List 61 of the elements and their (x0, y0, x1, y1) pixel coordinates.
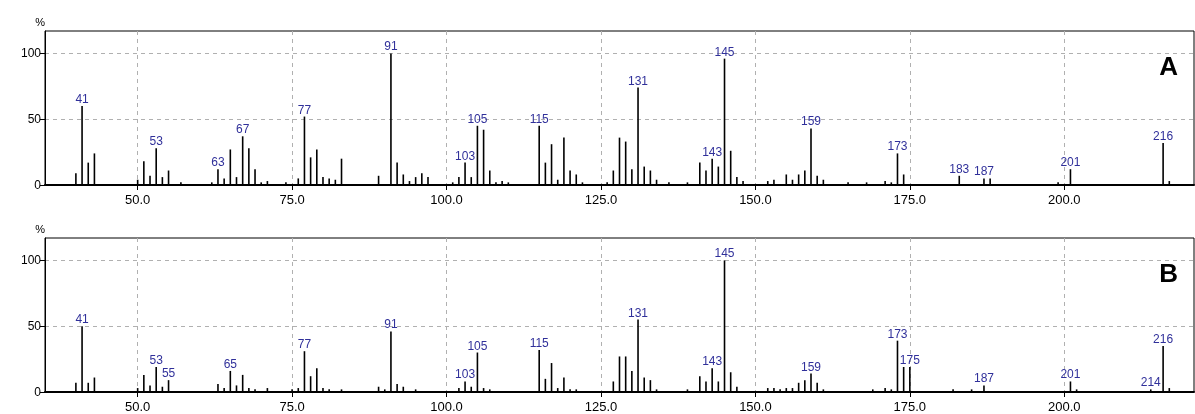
annotation: 103 (455, 367, 476, 382)
y-tick-label: 100 (20, 46, 42, 61)
annotation: 216 (1153, 128, 1174, 143)
annotation: 143 (702, 354, 723, 369)
x-tick-label: 175.0 (893, 399, 927, 414)
annotation: 41 (75, 92, 90, 107)
y-axis-title: % (35, 15, 46, 28)
annotation: 183 (949, 161, 970, 176)
annotation: 159 (800, 114, 822, 129)
x-tick-label: 150.0 (739, 399, 772, 414)
annotation: 216 (1153, 331, 1174, 346)
annotation: 187 (973, 164, 995, 179)
annotation: 105 (467, 111, 488, 126)
annotation: 67 (236, 122, 250, 137)
annotation: 77 (297, 337, 312, 352)
annotation: 55 (161, 366, 176, 381)
annotation: 77 (297, 102, 312, 117)
x-tick-label: 125.0 (584, 192, 618, 207)
annotation: 115 (529, 335, 550, 350)
annotation: 131 (628, 73, 649, 88)
x-tick-label: 75.0 (279, 192, 305, 207)
annotation: 143 (702, 144, 723, 159)
annotation: 53 (149, 352, 164, 367)
y-tick-label: 50 (27, 319, 42, 334)
annotation: 63 (211, 155, 225, 170)
annotation: 173 (887, 139, 908, 154)
x-tick-label: 100.0 (430, 399, 463, 414)
annotation: 145 (714, 44, 735, 59)
x-tick-label: 100.0 (430, 192, 463, 207)
annotation: 159 (800, 359, 822, 374)
annotation: 103 (455, 148, 476, 163)
annotation: 41 (75, 312, 90, 327)
y-tick-label: 0 (34, 178, 42, 192)
text: A (1159, 51, 1179, 81)
x-tick-label: 150.0 (739, 192, 772, 207)
annotation: 201 (1060, 367, 1081, 382)
x-tick-label: 75.0 (279, 399, 305, 414)
y-tick-label: 100 (20, 253, 42, 268)
annotation: 175 (899, 352, 921, 367)
x-tick-label: 200.0 (1048, 399, 1081, 414)
y-tick-label: 0 (34, 385, 42, 399)
annotation: 173 (887, 326, 908, 341)
x-tick-label: 50.0 (125, 399, 151, 414)
annotation: 131 (628, 305, 649, 320)
x-tick-label: 200.0 (1048, 192, 1081, 207)
annotation: 201 (1060, 155, 1081, 170)
y-tick-label: 50 (27, 112, 42, 127)
annotation: 91 (384, 39, 398, 54)
y-axis-title: % (35, 222, 46, 235)
text: B (1159, 258, 1178, 288)
annotation: 214 (1140, 375, 1162, 390)
annotation: 53 (149, 134, 164, 149)
x-tick-label: 125.0 (584, 399, 618, 414)
annotation: 115 (529, 111, 550, 126)
annotation: 91 (384, 317, 398, 332)
annotation: 105 (467, 338, 488, 353)
annotation: 145 (714, 246, 735, 261)
x-tick-label: 175.0 (893, 192, 927, 207)
annotation: 187 (973, 371, 995, 386)
annotation: 65 (223, 356, 238, 371)
x-tick-label: 50.0 (125, 192, 151, 207)
